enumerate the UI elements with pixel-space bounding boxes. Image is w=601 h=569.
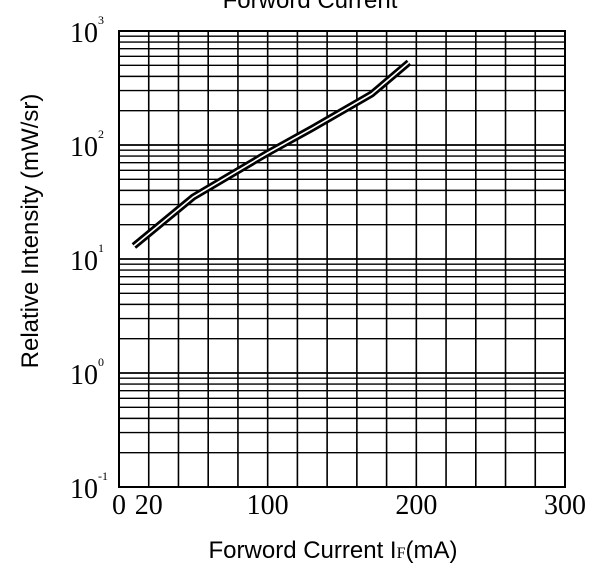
x-tick-label: 20 — [135, 490, 163, 521]
y-tick-exponent: 0 — [98, 355, 104, 369]
y-tick-label: 10-1 — [70, 469, 108, 505]
x-axis-label-unit: (mA) — [405, 537, 457, 564]
y-tick-exponent: -1 — [98, 469, 108, 483]
y-tick-label: 100 — [70, 355, 104, 391]
x-tick-label: 200 — [395, 490, 437, 521]
x-tick-label: 100 — [247, 490, 289, 521]
grid — [118, 31, 566, 488]
series-layer — [131, 59, 412, 249]
x-axis-label-subscript: F — [397, 545, 406, 562]
plot-frame — [118, 30, 566, 488]
y-tick-exponent: 3 — [98, 13, 104, 27]
x-tick-label: 0 — [112, 490, 126, 521]
y-tick-label: 102 — [70, 127, 104, 163]
y-axis-label: Relative Intensity (mW/sr) — [17, 94, 44, 369]
x-tick-labels: 0 20 100 200 300 — [112, 490, 586, 521]
y-tick-label: 103 — [70, 13, 104, 49]
y-tick-exponent: 2 — [98, 127, 104, 141]
y-tick-base: 10 — [70, 132, 98, 163]
y-tick-base: 10 — [70, 246, 98, 277]
y-tick-exponent: 1 — [98, 241, 104, 255]
x-axis-label: Forword Current IF(mA) — [209, 537, 458, 564]
y-tick-base: 10 — [70, 18, 98, 49]
series-line-highlight — [133, 61, 410, 247]
x-axis-label-main: Forword Current I — [209, 537, 397, 564]
x-tick-label: 300 — [544, 490, 586, 521]
y-tick-base: 10 — [70, 474, 98, 505]
y-tick-base: 10 — [70, 360, 98, 391]
y-tick-label: 101 — [70, 241, 104, 277]
chart-title: Forword Current — [223, 0, 398, 14]
